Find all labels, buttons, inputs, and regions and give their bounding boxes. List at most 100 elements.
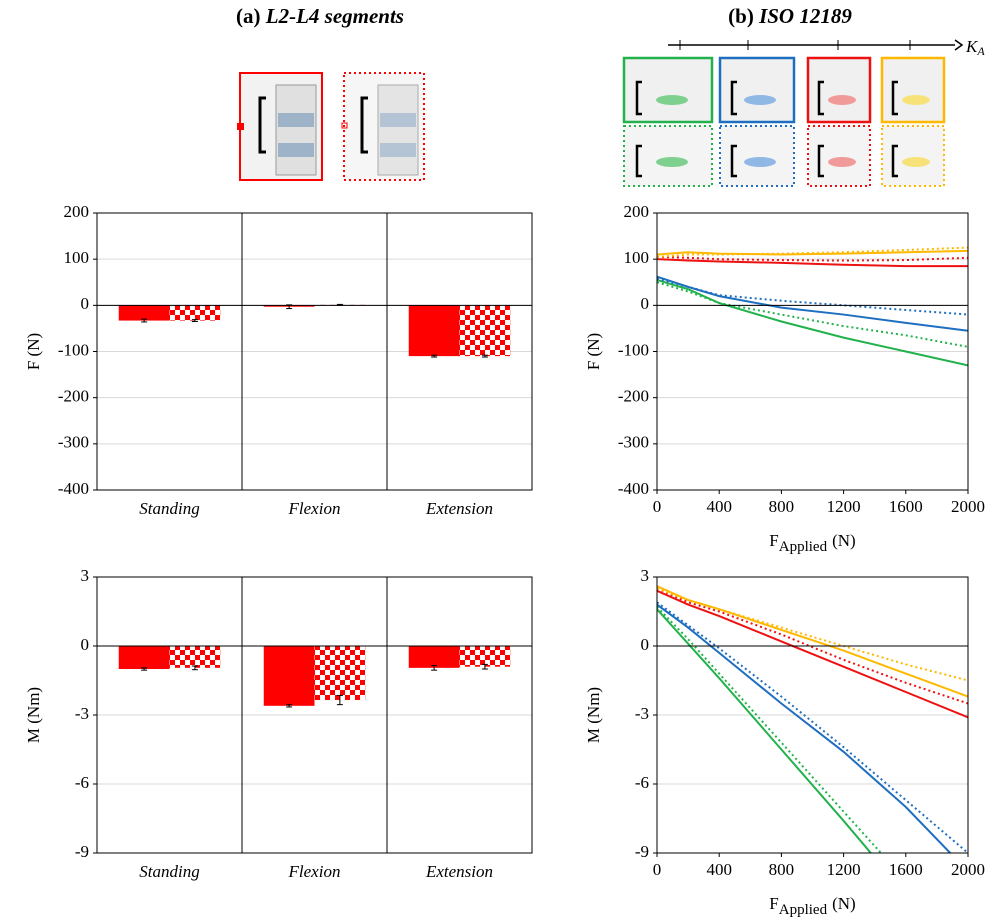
- error-bar: [141, 318, 148, 323]
- line-series: [657, 589, 968, 719]
- x-tick-label: 800: [769, 860, 795, 879]
- y-tick-label: 200: [64, 202, 90, 221]
- plot-frame: [656, 212, 969, 491]
- bar: [118, 305, 170, 321]
- error-bar: [191, 319, 198, 322]
- x-tick-label: 0: [653, 497, 662, 516]
- error-bar: [431, 354, 438, 358]
- x-tick-label: Standing: [139, 862, 199, 881]
- y-tick-label: -100: [58, 340, 89, 359]
- bar: [169, 646, 221, 668]
- x-tick-label: 800: [769, 497, 795, 516]
- error-bar: [286, 704, 293, 708]
- panel-title: (a) L2-L4 segments: [236, 4, 404, 28]
- bar: [408, 305, 460, 357]
- y-axis-label: F (N): [24, 333, 43, 370]
- line-series: [657, 281, 968, 348]
- line-series: [657, 608, 873, 853]
- arrow-label: KA: [965, 37, 985, 58]
- x-axis-label-unit: (N): [832, 894, 856, 913]
- x-tick-label: 0: [653, 860, 662, 879]
- line-series: [657, 258, 968, 268]
- y-tick-label: -9: [75, 842, 89, 861]
- illustration: [237, 72, 425, 181]
- error-bar: [481, 354, 488, 358]
- y-tick-label: 0: [641, 294, 650, 313]
- x-tick-label: 400: [706, 497, 732, 516]
- y-tick-label: -6: [75, 773, 89, 792]
- x-axis-label-main: F: [769, 531, 778, 550]
- panel-title: (b) ISO 12189: [728, 4, 852, 28]
- line-series: [657, 603, 952, 853]
- y-tick-label: 0: [641, 635, 650, 654]
- bar: [118, 646, 170, 669]
- y-axis-label: M (Nm): [24, 687, 43, 743]
- panel-label: (a): [236, 4, 261, 28]
- bar: [459, 646, 511, 667]
- panel-name: L2-L4 segments: [265, 4, 404, 28]
- x-tick-label: 1600: [889, 860, 923, 879]
- line-series: [657, 246, 968, 258]
- plot-frame: [96, 576, 533, 854]
- y-tick-label: 100: [64, 248, 90, 267]
- x-axis-label-sub: Applied: [779, 902, 828, 918]
- y-tick-label: -3: [75, 704, 89, 723]
- y-tick-label: 3: [641, 566, 650, 585]
- chart: -9 -6 -3 0 3 M (Nm) 0 400 800 1200 1600 2000 FApplie…: [584, 566, 985, 919]
- x-tick-label: 2000: [951, 860, 985, 879]
- error-bar: [336, 694, 343, 706]
- y-tick-label: 0: [81, 635, 90, 654]
- x-axis-label-sub: Applied: [779, 539, 828, 555]
- y-tick-label: -400: [58, 479, 89, 498]
- error-bar: [191, 665, 198, 671]
- panel-name: ISO 12189: [758, 4, 852, 28]
- y-tick-label: 3: [81, 566, 90, 585]
- x-tick-label: Flexion: [288, 862, 341, 881]
- y-tick-label: -100: [618, 340, 649, 359]
- line-series: [657, 601, 968, 853]
- bar: [459, 305, 511, 357]
- x-tick-label: Extension: [425, 499, 493, 518]
- error-bar: [481, 663, 488, 670]
- bar: [408, 646, 460, 668]
- illustration: [622, 39, 964, 187]
- chart: -400 -300 -200 -100 0 100 200 F (N) 0 400 800 1200 1…: [584, 202, 985, 556]
- line-series: [657, 277, 968, 316]
- line-series: [657, 249, 968, 256]
- line-series: [657, 278, 968, 367]
- x-tick-label: 1200: [827, 860, 861, 879]
- y-tick-label: -6: [635, 773, 649, 792]
- y-tick-label: 0: [81, 294, 90, 313]
- x-axis-label-unit: (N): [832, 531, 856, 550]
- bar: [263, 646, 315, 706]
- y-tick-label: 200: [624, 202, 650, 221]
- x-axis-label: FApplied (N): [769, 894, 855, 919]
- x-tick-label: 1600: [889, 497, 923, 516]
- y-axis-label: M (Nm): [584, 687, 603, 743]
- line-series: [657, 587, 968, 705]
- arrow-label-main: K: [965, 37, 979, 56]
- plot-frame: [656, 576, 969, 854]
- arrow-label-sub: A: [976, 44, 985, 58]
- line-series: [657, 587, 968, 682]
- y-tick-label: -9: [635, 842, 649, 861]
- x-tick-label: Extension: [425, 862, 493, 881]
- x-tick-label: Standing: [139, 499, 199, 518]
- y-tick-label: -300: [618, 433, 649, 452]
- error-bar: [431, 665, 438, 671]
- line-series: [657, 255, 968, 262]
- y-axis-label: F (N): [584, 333, 603, 370]
- error-bar: [141, 667, 148, 671]
- y-tick-label: -200: [618, 387, 649, 406]
- plot-frame: [96, 212, 533, 491]
- x-tick-label: Flexion: [288, 499, 341, 518]
- y-tick-label: 100: [624, 248, 650, 267]
- x-axis-label: FApplied (N): [769, 531, 855, 556]
- x-tick-label: 2000: [951, 497, 985, 516]
- bar: [314, 646, 366, 701]
- bar: [169, 305, 221, 321]
- chart: -9 -6 -3 0 3 M (Nm) Standing Flexion Extension: [24, 566, 533, 881]
- x-axis-label-main: F: [769, 894, 778, 913]
- panel-label: (b): [728, 4, 754, 28]
